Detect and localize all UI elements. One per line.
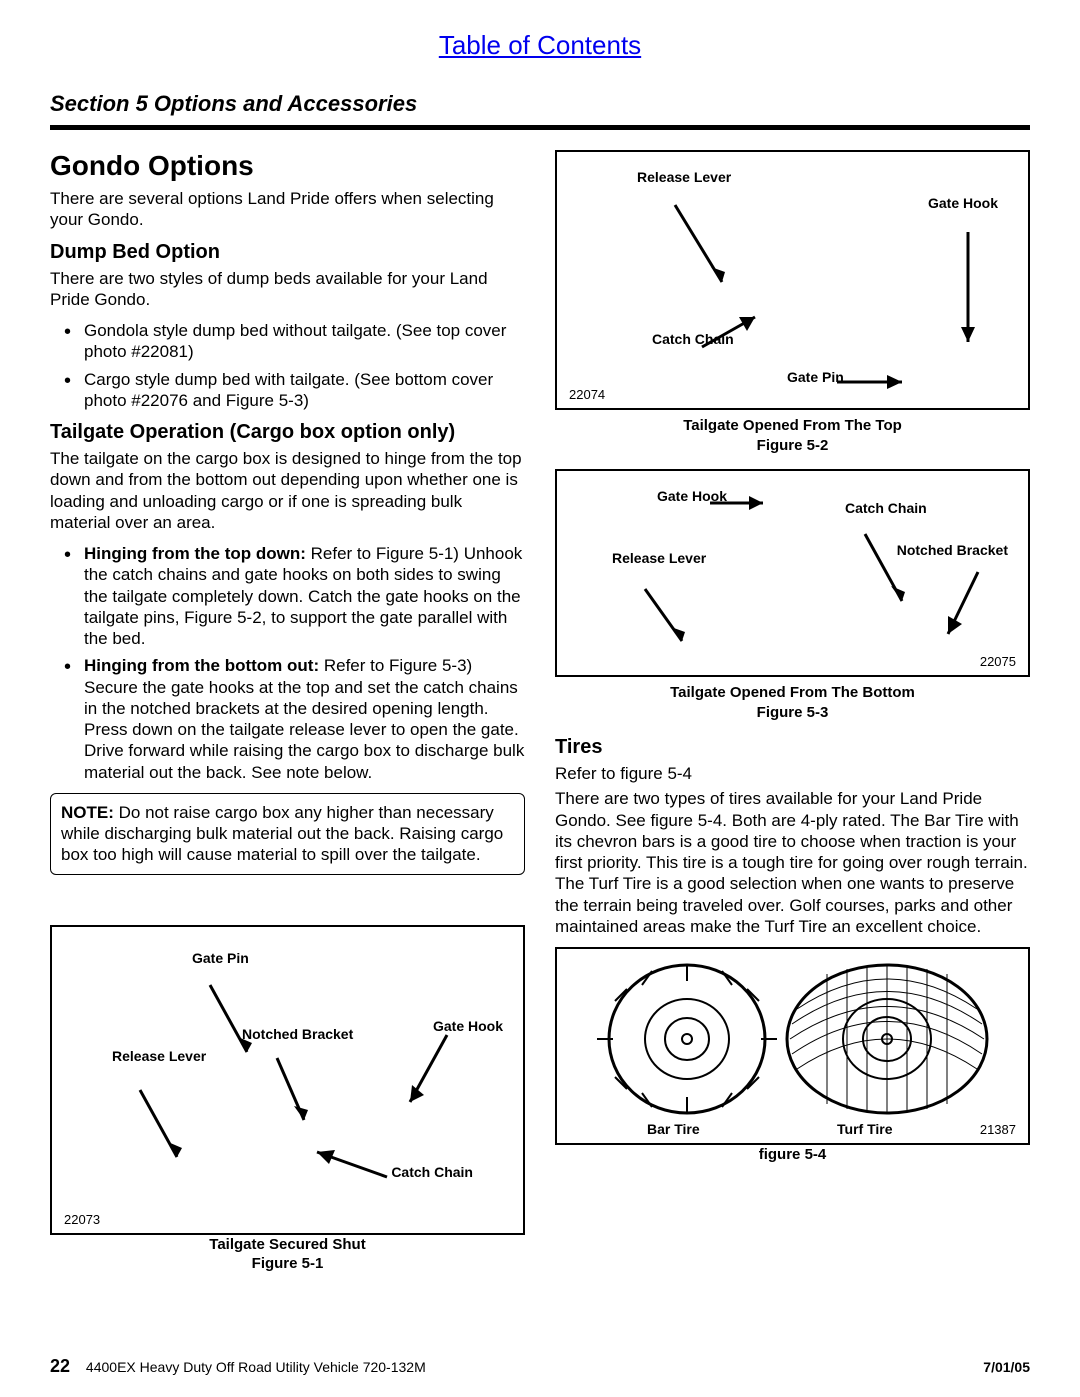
note-box: NOTE: Do not raise cargo box any higher … (50, 793, 525, 875)
diagram-2-caption: Tailgate Opened From The Top Figure 5-2 (555, 416, 1030, 455)
label-gate-pin: Gate Pin (192, 951, 249, 966)
dump-bed-bullets: Gondola style dump bed without tailgate.… (50, 320, 525, 411)
label-release-lever: Release Lever (112, 1049, 206, 1064)
arrow-icon (402, 1027, 462, 1117)
dump-bed-text: There are two styles of dump beds availa… (50, 268, 525, 311)
label-text: Release Lever (612, 550, 706, 566)
label-turf-tire: Turf Tire (837, 1122, 893, 1137)
label-text: Catch Chain (391, 1164, 473, 1180)
label-release-lever: Release Lever (612, 551, 706, 566)
tailgate-op-heading: Tailgate Operation (Cargo box option onl… (50, 421, 525, 444)
diagram-id: 22075 (980, 654, 1016, 669)
arrow-icon (857, 526, 917, 616)
footer-date-text: 7/01/05 (983, 1359, 1030, 1375)
label-catch-chain: Catch Chain (845, 501, 927, 516)
caption-line: Tailgate Opened From The Top (683, 417, 902, 434)
arrow-icon (705, 491, 775, 516)
diagram-id: 22074 (569, 387, 605, 402)
bar-tire-icon (597, 959, 787, 1119)
left-column: Gondo Options There are several options … (50, 150, 525, 1288)
footer-date: 7/01/05 (983, 1359, 1030, 1375)
note-bold: NOTE: (61, 803, 114, 822)
diagram-4-box: Bar Tire Turf Tire 21387 (555, 947, 1030, 1145)
note-rest: Do not raise cargo box any higher than n… (61, 803, 503, 865)
tailgate-op-bullets: Hinging from the top down: Refer to Figu… (50, 543, 525, 783)
label-text: Gate Pin (192, 950, 249, 966)
section-divider (50, 125, 1030, 130)
caption-line: Figure 5-1 (252, 1255, 324, 1272)
arrow-icon (307, 1142, 397, 1197)
tires-heading: Tires (555, 736, 1030, 759)
label-text: Release Lever (637, 169, 731, 185)
intro-text: There are several options Land Pride off… (50, 188, 525, 231)
arrow-icon (667, 197, 737, 297)
footer-left: 22 4400EX Heavy Duty Off Road Utility Ve… (50, 1356, 426, 1377)
turf-tire-icon (782, 959, 992, 1119)
caption-line: Tailgate Opened From The Bottom (670, 684, 915, 701)
page-footer: 22 4400EX Heavy Duty Off Road Utility Ve… (50, 1356, 1030, 1377)
page-number: 22 (50, 1356, 70, 1376)
tailgate-op-text: The tailgate on the cargo box is designe… (50, 448, 525, 533)
diagram-4-caption: figure 5-4 (555, 1145, 1030, 1165)
arrow-icon (832, 367, 917, 397)
right-column: Release Lever Gate Hook Catch Chain Gate… (555, 150, 1030, 1288)
caption-line: Tailgate Secured Shut (209, 1236, 365, 1253)
list-item: Hinging from the bottom out: Refer to Fi… (70, 655, 525, 783)
bullet-bold: Hinging from the bottom out: (84, 656, 319, 675)
arrow-icon (948, 227, 988, 357)
arrow-icon (637, 581, 697, 656)
list-item: Gondola style dump bed without tailgate.… (70, 320, 525, 363)
diagram-id: 21387 (980, 1122, 1016, 1137)
diagram-2-box: Release Lever Gate Hook Catch Chain Gate… (555, 150, 1030, 410)
label-bar-tire: Bar Tire (647, 1122, 700, 1137)
arrow-icon (269, 1052, 319, 1132)
label-text: Release Lever (112, 1048, 206, 1064)
diagram-3-box: Gate Hook Catch Chain Notched Bracket Re… (555, 469, 1030, 677)
table-of-contents-link[interactable]: Table of Contents (50, 30, 1030, 61)
diagram-1-caption: Tailgate Secured Shut Figure 5-1 (50, 1235, 525, 1274)
arrow-icon (132, 1082, 192, 1172)
arrow-icon (938, 566, 988, 646)
label-text: Catch Chain (845, 500, 927, 516)
footer-doc-title: 4400EX Heavy Duty Off Road Utility Vehic… (86, 1359, 426, 1375)
label-text: Gate Hook (928, 195, 998, 211)
label-gate-hook: Gate Hook (928, 196, 998, 211)
label-release-lever: Release Lever (637, 170, 731, 185)
list-item: Cargo style dump bed with tailgate. (See… (70, 369, 525, 412)
list-item: Hinging from the top down: Refer to Figu… (70, 543, 525, 649)
bullet-bold: Hinging from the top down: (84, 544, 306, 563)
diagram-3-caption: Tailgate Opened From The Bottom Figure 5… (555, 683, 1030, 722)
caption-line: Figure 5-3 (757, 704, 829, 721)
main-heading: Gondo Options (50, 150, 525, 182)
diagram-1-box: Gate Pin Gate Hook Notched Bracket Relea… (50, 925, 525, 1235)
tires-text: There are two types of tires available f… (555, 788, 1030, 937)
arrow-icon (697, 307, 767, 357)
label-catch-chain: Catch Chain (391, 1165, 473, 1180)
tires-refer: Refer to figure 5-4 (555, 763, 1030, 784)
caption-line: Figure 5-2 (757, 437, 829, 454)
arrow-icon (202, 977, 262, 1067)
dump-bed-heading: Dump Bed Option (50, 241, 525, 264)
content-columns: Gondo Options There are several options … (50, 150, 1030, 1288)
section-title: Section 5 Options and Accessories (50, 91, 1030, 117)
diagram-id: 22073 (64, 1212, 100, 1227)
